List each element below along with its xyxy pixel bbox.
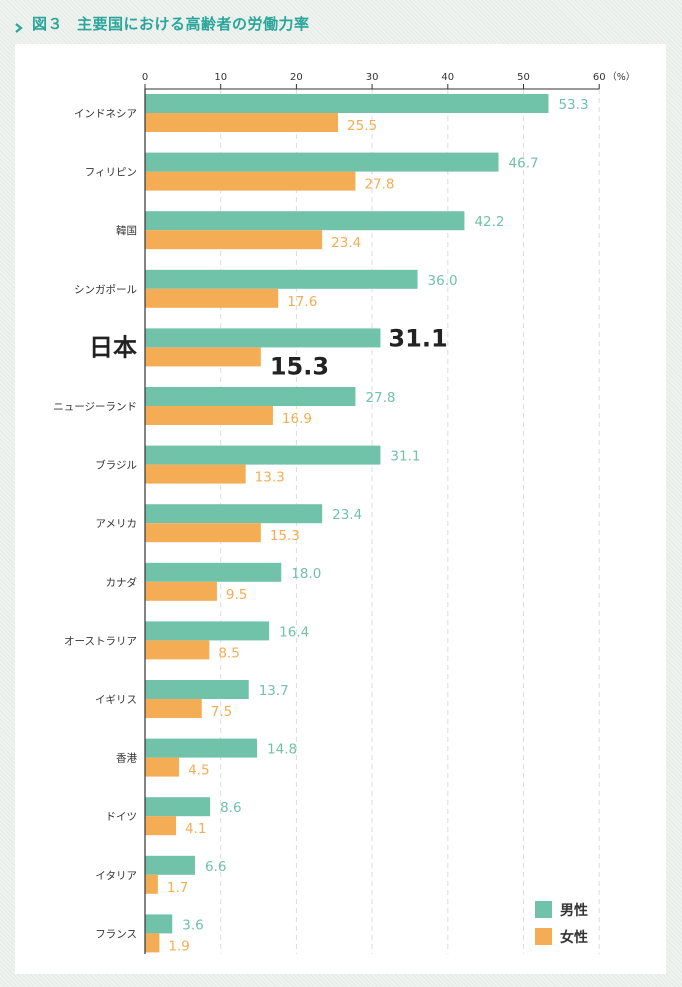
value-label-male: 27.8 xyxy=(365,390,395,406)
x-tick-label: 20 xyxy=(290,72,303,83)
bar-female xyxy=(145,699,202,718)
category-label: アメリカ xyxy=(96,518,137,530)
bar-female xyxy=(145,874,158,894)
value-label-female: 17.6 xyxy=(287,294,317,310)
legend-label-female: 女性 xyxy=(560,929,588,946)
bar-male xyxy=(145,855,195,875)
bar-female xyxy=(145,288,279,308)
bar-male xyxy=(145,328,381,348)
figure-number: 図３ xyxy=(32,14,64,33)
bar-female xyxy=(145,933,160,953)
x-tick-label: 0 xyxy=(142,72,148,83)
bar-female xyxy=(145,464,246,484)
value-label-male: 13.7 xyxy=(259,683,289,699)
category-label: カナダ xyxy=(106,576,138,589)
value-label-male: 42.2 xyxy=(474,214,504,230)
value-label-female: 25.5 xyxy=(347,118,377,134)
figure-title-text: 主要国における高齢者の労働力率 xyxy=(77,14,310,33)
bar-female xyxy=(145,171,356,191)
value-label-male: 31.1 xyxy=(390,449,420,465)
value-label-male: 36.0 xyxy=(428,273,458,289)
bar-male xyxy=(145,504,323,524)
bar-male xyxy=(145,621,270,641)
value-label-male: 46.7 xyxy=(509,156,539,172)
category-label: イタリア xyxy=(95,870,137,882)
bar-male xyxy=(145,562,282,582)
bar-male xyxy=(145,152,499,172)
unit-label: （%） xyxy=(607,71,635,83)
value-label-male: 6.6 xyxy=(205,859,226,875)
bar-male xyxy=(145,738,258,758)
x-tick-label: 30 xyxy=(366,72,379,83)
value-label-male: 23.4 xyxy=(332,507,362,523)
value-label-female: 4.5 xyxy=(188,763,209,779)
bar-chart: 0 10 20 30 40 50 60 （%） インドネシア 53.3 25.5 フィリピン 46.7 2… xyxy=(53,71,635,954)
x-tick-label: 50 xyxy=(517,72,530,83)
category-label: イギリス xyxy=(95,694,137,706)
category-label: シンガポール xyxy=(74,284,137,296)
category-label: オーストラリア xyxy=(64,635,137,647)
bar-male xyxy=(145,269,418,289)
x-tick-label: 40 xyxy=(441,72,454,83)
bar-male xyxy=(145,914,173,934)
bar-male xyxy=(145,680,249,699)
value-label-male: 14.8 xyxy=(267,742,297,758)
category-label: ブラジル xyxy=(95,459,137,472)
value-label-female: 8.5 xyxy=(218,645,239,661)
bar-female xyxy=(145,757,180,777)
category-label: フランス xyxy=(95,928,137,940)
bar-male xyxy=(145,94,549,113)
bar-male xyxy=(145,445,381,465)
value-label-female: 1.9 xyxy=(168,938,189,954)
bar-female xyxy=(145,230,323,250)
value-label-male: 8.6 xyxy=(220,800,241,816)
bar-female xyxy=(145,581,217,601)
bar-male xyxy=(145,797,211,817)
category-label: 香港 xyxy=(116,753,137,765)
bar-male xyxy=(145,387,356,406)
bar-female xyxy=(145,640,210,660)
bar-female xyxy=(145,113,339,132)
bar-female xyxy=(145,816,177,836)
category-label: ニュージーランド xyxy=(53,401,137,413)
value-label-female: 13.3 xyxy=(255,470,285,486)
x-tick-label: 10 xyxy=(214,72,227,83)
legend-swatch-female xyxy=(535,928,552,945)
value-label-male: 31.1 xyxy=(388,324,447,352)
value-label-male: 53.3 xyxy=(558,97,588,113)
bar-female xyxy=(145,523,261,543)
category-label: 韓国 xyxy=(116,225,137,237)
value-label-female: 27.8 xyxy=(364,177,394,193)
legend-label-male: 男性 xyxy=(560,902,588,919)
category-label: フィリピン xyxy=(85,167,137,179)
value-label-female: 15.3 xyxy=(270,352,329,380)
figure-title: 図３ 主要国における高齢者の労働力率 xyxy=(32,13,310,34)
value-label-female: 15.3 xyxy=(270,528,300,544)
bar-female xyxy=(145,406,273,425)
bar-female xyxy=(145,347,261,367)
figure-title-bar: 図３ 主要国における高齢者の労働力率 xyxy=(14,10,310,36)
chart-panel: 0 10 20 30 40 50 60 （%） インドネシア 53.3 25.5 フィリピン 46.7 2… xyxy=(15,44,666,974)
category-label: インドネシア xyxy=(74,108,137,120)
value-label-female: 7.5 xyxy=(211,704,232,720)
legend-swatch-male xyxy=(535,901,552,918)
chevron-right-icon xyxy=(14,18,24,33)
value-label-female: 1.7 xyxy=(167,880,188,896)
value-label-female: 23.4 xyxy=(331,235,361,251)
category-label: ドイツ xyxy=(106,811,138,823)
x-tick-label: 60 xyxy=(593,72,606,83)
value-label-male: 16.4 xyxy=(279,624,309,640)
value-label-female: 9.5 xyxy=(226,587,247,603)
category-label: 日本 xyxy=(89,333,137,361)
bar-male xyxy=(145,211,465,231)
value-label-male: 18.0 xyxy=(291,566,321,582)
value-label-female: 4.1 xyxy=(185,821,206,837)
value-label-male: 3.6 xyxy=(182,917,203,933)
value-label-female: 16.9 xyxy=(282,411,312,427)
